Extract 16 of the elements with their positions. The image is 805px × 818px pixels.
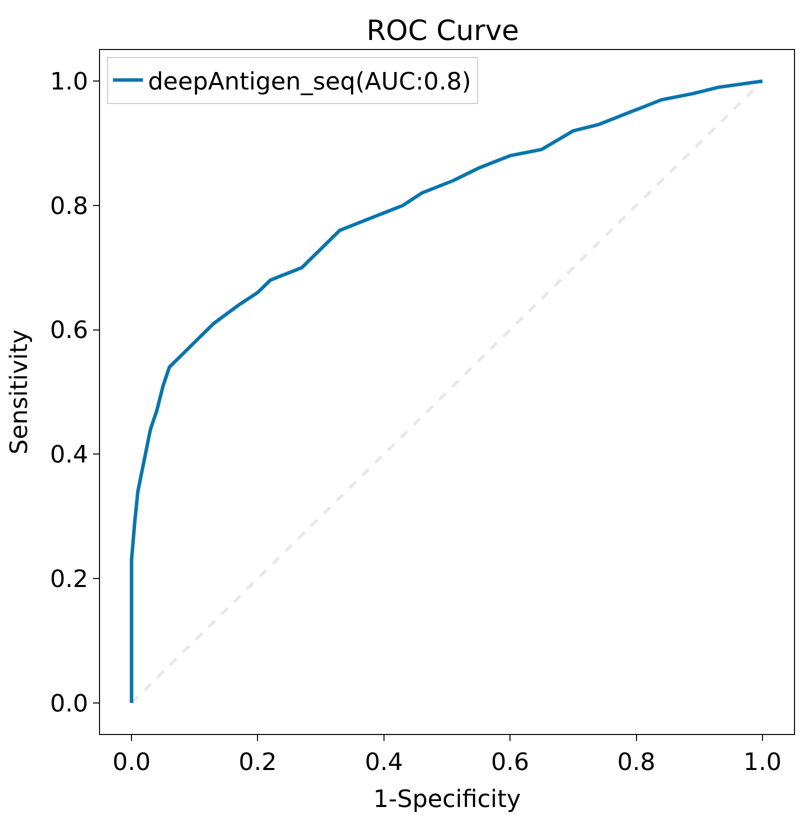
- x-tick-label: 0.0: [112, 748, 151, 776]
- x-tick-label: 0.8: [617, 748, 656, 776]
- y-tick-label: 0.6: [50, 316, 88, 344]
- y-tick-label: 0.2: [50, 564, 88, 593]
- chart-title: ROC Curve: [366, 14, 520, 48]
- y-axis-title: Sensitivity: [5, 330, 34, 454]
- x-tick-label: 0.2: [238, 748, 277, 776]
- x-tick-label: 1.0: [743, 748, 782, 776]
- y-tick-label: 0.8: [50, 192, 88, 220]
- x-axis-title: 1-Specificity: [373, 785, 521, 814]
- y-tick-label: 1.0: [50, 67, 88, 96]
- y-tick-label: 0.4: [50, 440, 88, 469]
- x-tick-label: 0.6: [491, 748, 530, 776]
- x-tick-label: 0.4: [364, 748, 403, 776]
- legend-label: deepAntigen_seq(AUC:0.8): [148, 67, 472, 96]
- y-tick-label: 0.0: [50, 689, 88, 718]
